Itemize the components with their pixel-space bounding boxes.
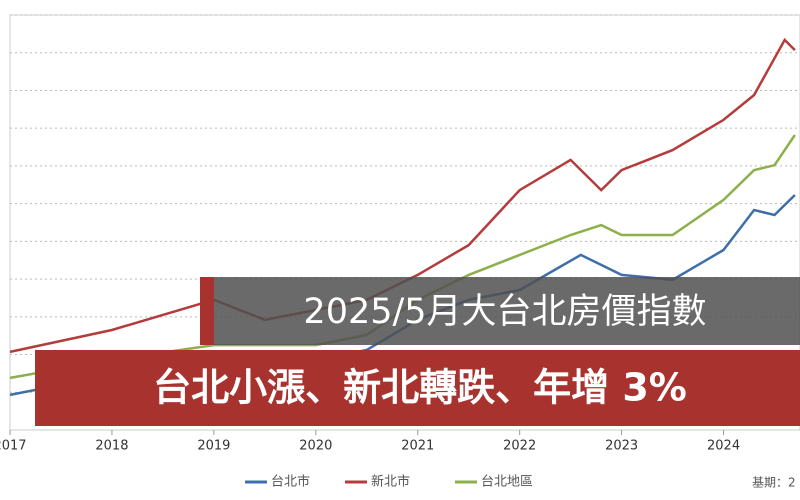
- x-tick-label: 2018: [95, 439, 128, 454]
- x-tick-label: 2019: [197, 439, 230, 454]
- x-tick-label: 2024: [707, 439, 740, 454]
- x-tick-label: 2020: [299, 439, 332, 454]
- headline-bg: [35, 350, 800, 426]
- banner-accent: [200, 277, 214, 345]
- legend-label: 台北市: [271, 474, 310, 490]
- legend-label: 新北市: [371, 474, 410, 490]
- x-tick-label: 2022: [503, 439, 536, 454]
- x-tick-label: 2023: [605, 439, 638, 454]
- banner-bg: [200, 277, 800, 345]
- x-tick-label: 2021: [401, 439, 434, 454]
- footnote: 基期：2: [752, 476, 796, 490]
- x-tick-label: 2017: [0, 439, 27, 454]
- banner-text: 2025/5月大台北房價指數: [303, 292, 706, 332]
- headline-text: 台北小漲、新北轉跌、年增 3%: [153, 366, 687, 410]
- legend-label: 台北地區: [481, 475, 533, 490]
- series-line: [9, 134, 796, 380]
